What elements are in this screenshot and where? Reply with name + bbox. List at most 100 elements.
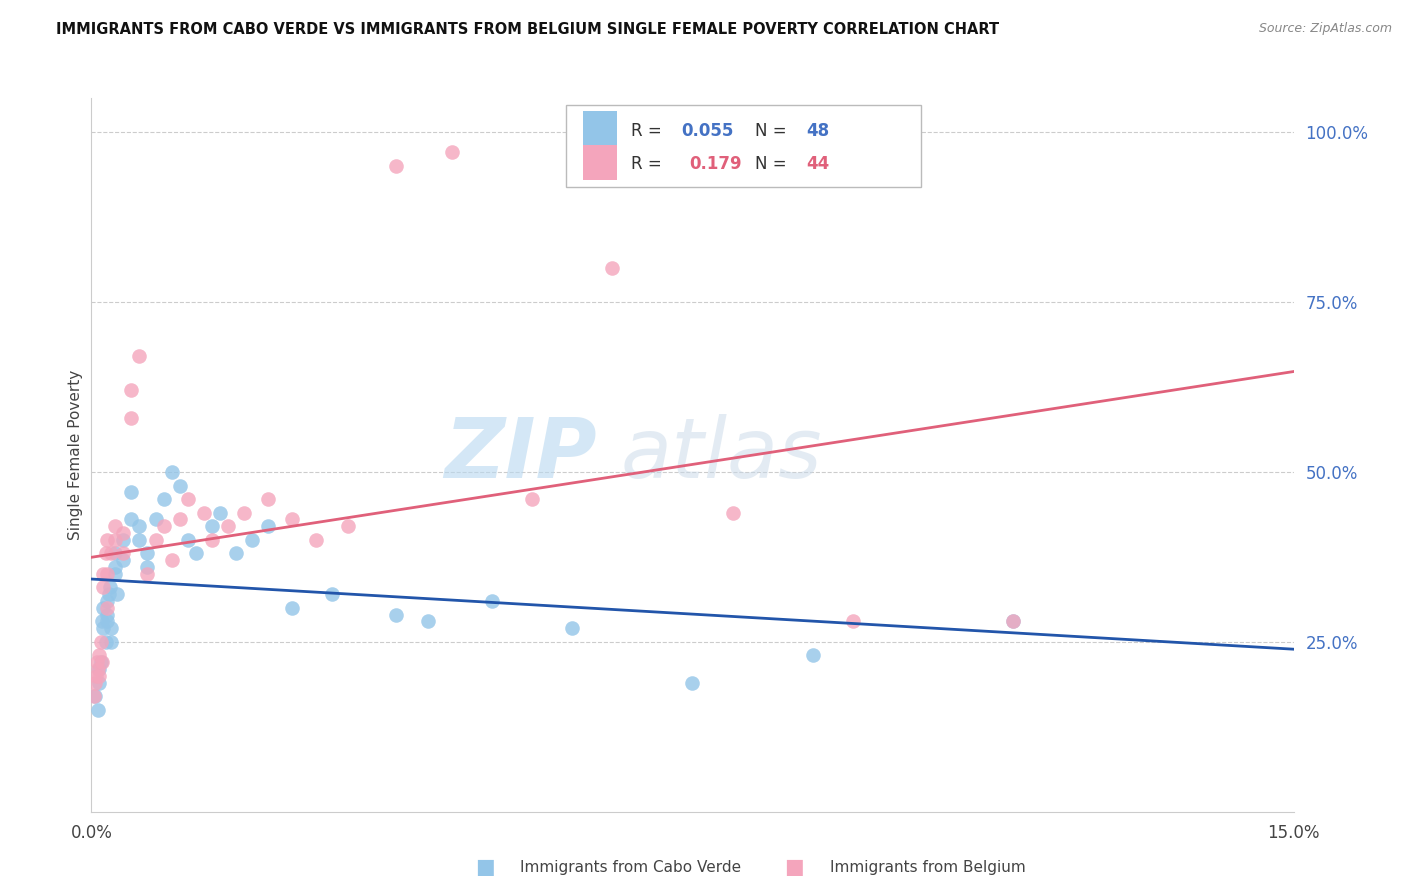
Text: ■: ■ bbox=[475, 857, 495, 877]
Text: ZIP: ZIP bbox=[444, 415, 596, 495]
Point bbox=[1001, 615, 1024, 629]
Point bbox=[96, 533, 118, 547]
Point bbox=[602, 260, 624, 275]
Point bbox=[86, 655, 108, 669]
Point bbox=[176, 492, 198, 507]
Point bbox=[256, 519, 278, 533]
Point bbox=[96, 594, 118, 608]
Text: Source: ZipAtlas.com: Source: ZipAtlas.com bbox=[1258, 22, 1392, 36]
Point bbox=[100, 635, 122, 649]
Point bbox=[105, 587, 128, 601]
Bar bbox=[583, 145, 617, 180]
Point bbox=[208, 506, 231, 520]
Point bbox=[87, 662, 110, 676]
Text: IMMIGRANTS FROM CABO VERDE VS IMMIGRANTS FROM BELGIUM SINGLE FEMALE POVERTY CORR: IMMIGRANTS FROM CABO VERDE VS IMMIGRANTS… bbox=[56, 22, 1000, 37]
Point bbox=[169, 512, 191, 526]
Point bbox=[89, 669, 111, 683]
Point bbox=[96, 566, 118, 581]
Bar bbox=[583, 111, 617, 146]
Point bbox=[561, 621, 583, 635]
Point bbox=[121, 410, 143, 425]
Text: ■: ■ bbox=[785, 857, 804, 877]
Point bbox=[112, 533, 135, 547]
Point bbox=[94, 635, 117, 649]
Point bbox=[84, 669, 107, 683]
Point bbox=[201, 533, 224, 547]
Point bbox=[87, 703, 110, 717]
Point bbox=[136, 546, 159, 560]
Point bbox=[121, 384, 143, 398]
FancyBboxPatch shape bbox=[567, 105, 921, 187]
Point bbox=[136, 560, 159, 574]
Point bbox=[83, 689, 105, 703]
Point bbox=[89, 662, 111, 676]
Point bbox=[385, 159, 408, 173]
Point bbox=[89, 675, 111, 690]
Point bbox=[128, 350, 150, 364]
Point bbox=[104, 519, 127, 533]
Point bbox=[96, 615, 118, 629]
Text: 0.055: 0.055 bbox=[682, 121, 734, 139]
Point bbox=[96, 600, 118, 615]
Point bbox=[801, 648, 824, 663]
Point bbox=[152, 519, 174, 533]
Text: N =: N = bbox=[755, 155, 792, 173]
Point bbox=[90, 655, 112, 669]
Point bbox=[1001, 615, 1024, 629]
Point bbox=[145, 512, 167, 526]
Point bbox=[225, 546, 247, 560]
Point bbox=[104, 566, 127, 581]
Y-axis label: Single Female Poverty: Single Female Poverty bbox=[67, 370, 83, 540]
Point bbox=[217, 519, 239, 533]
Point bbox=[440, 145, 463, 160]
Point bbox=[281, 600, 304, 615]
Point bbox=[93, 621, 115, 635]
Point bbox=[385, 607, 408, 622]
Point bbox=[128, 533, 150, 547]
Text: 0.179: 0.179 bbox=[689, 155, 741, 173]
Point bbox=[84, 689, 107, 703]
Text: 44: 44 bbox=[807, 155, 830, 173]
Point bbox=[232, 506, 254, 520]
Point bbox=[721, 506, 744, 520]
Text: 48: 48 bbox=[807, 121, 830, 139]
Point bbox=[90, 655, 112, 669]
Point bbox=[160, 553, 183, 567]
Point bbox=[93, 581, 115, 595]
Point bbox=[84, 675, 107, 690]
Point bbox=[240, 533, 263, 547]
Point bbox=[121, 512, 143, 526]
Point bbox=[416, 615, 439, 629]
Point bbox=[681, 675, 703, 690]
Point bbox=[112, 546, 135, 560]
Point bbox=[94, 546, 117, 560]
Point bbox=[336, 519, 359, 533]
Point bbox=[112, 526, 135, 541]
Point bbox=[136, 566, 159, 581]
Point bbox=[93, 600, 115, 615]
Point bbox=[169, 478, 191, 492]
Point bbox=[100, 546, 122, 560]
Point bbox=[160, 465, 183, 479]
Point bbox=[90, 615, 112, 629]
Point bbox=[104, 533, 127, 547]
Point bbox=[281, 512, 304, 526]
Text: R =: R = bbox=[631, 155, 672, 173]
Point bbox=[305, 533, 328, 547]
Point bbox=[184, 546, 207, 560]
Point bbox=[121, 485, 143, 500]
Point bbox=[89, 648, 111, 663]
Text: Immigrants from Belgium: Immigrants from Belgium bbox=[830, 860, 1025, 874]
Point bbox=[98, 587, 121, 601]
Point bbox=[112, 553, 135, 567]
Point bbox=[256, 492, 278, 507]
Point bbox=[193, 506, 215, 520]
Point bbox=[321, 587, 343, 601]
Text: Immigrants from Cabo Verde: Immigrants from Cabo Verde bbox=[520, 860, 741, 874]
Point bbox=[98, 581, 121, 595]
Point bbox=[481, 594, 503, 608]
Point bbox=[841, 615, 863, 629]
Text: atlas: atlas bbox=[620, 415, 823, 495]
Point bbox=[100, 621, 122, 635]
Point bbox=[93, 566, 115, 581]
